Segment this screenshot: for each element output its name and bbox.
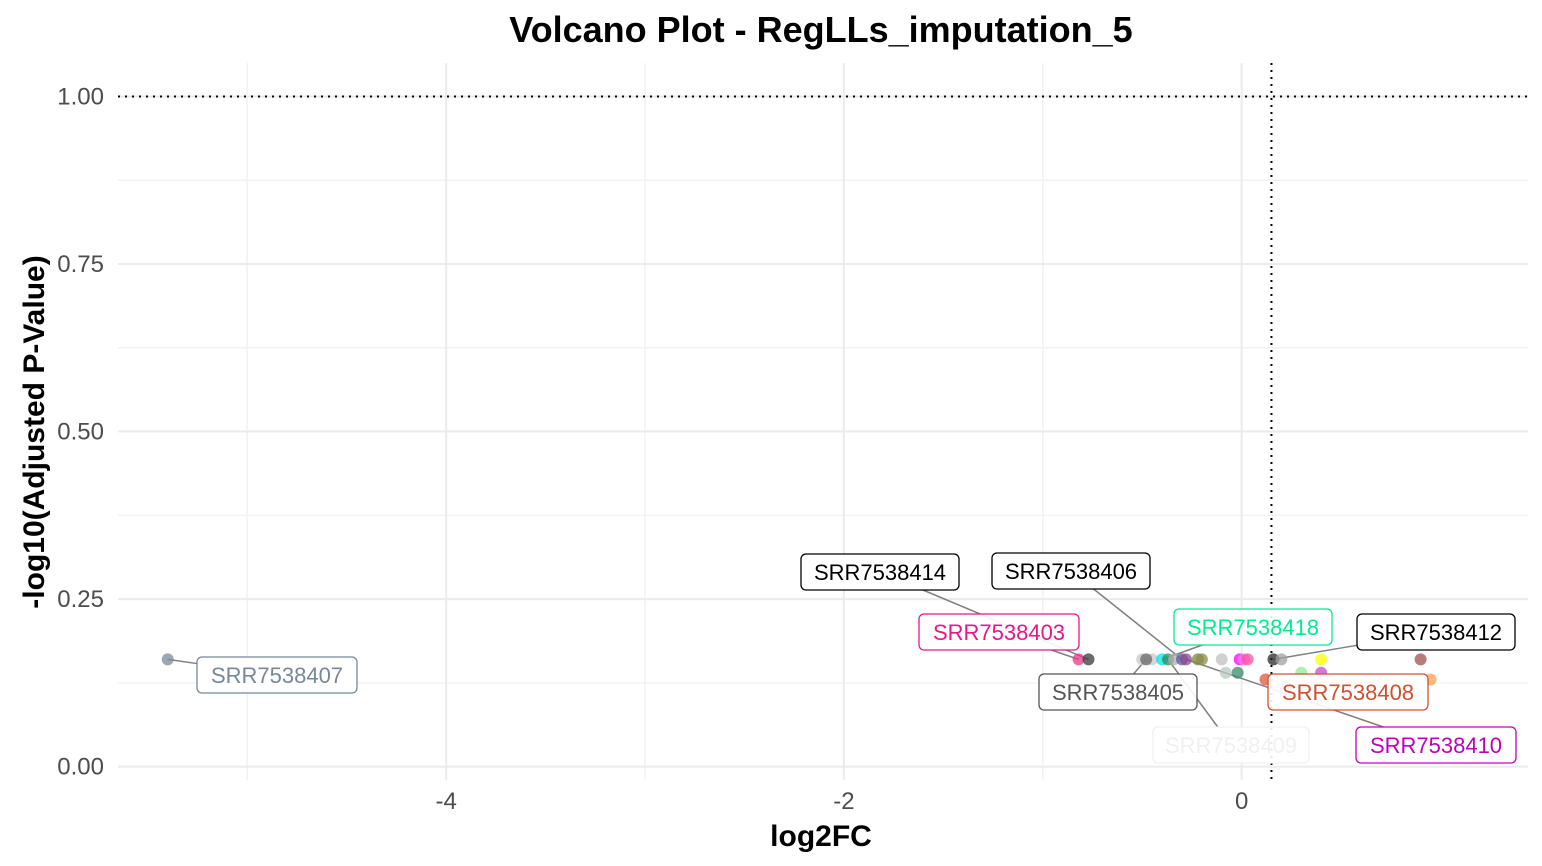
data-point <box>1072 653 1085 666</box>
point-label-text: SRR7538410 <box>1370 733 1502 758</box>
x-tick-label: -4 <box>435 788 456 815</box>
data-point <box>1241 653 1254 666</box>
point-label: SRR7538408 <box>1267 673 1429 711</box>
data-point <box>1219 666 1232 679</box>
point-label: SRR7538418 <box>1173 608 1333 646</box>
y-tick-label: 1.00 <box>57 84 104 111</box>
point-label-text: SRR7538414 <box>814 560 946 585</box>
label-connector <box>1093 588 1183 660</box>
point-label-text: SRR7538407 <box>211 663 343 688</box>
point-label-box <box>1038 673 1198 711</box>
point-label: SRR7538409 <box>1152 726 1310 764</box>
point-label-box <box>800 553 960 591</box>
y-axis-title: -log10(Adjusted P-Value) <box>18 255 51 608</box>
point-label-box <box>196 656 358 694</box>
points <box>161 653 1437 686</box>
label-connector <box>1273 644 1358 661</box>
y-tick-label: 0.50 <box>57 419 104 446</box>
point-label: SRR7538406 <box>991 552 1151 590</box>
data-point <box>1231 666 1244 679</box>
point-label-text: SRR7538408 <box>1282 680 1414 705</box>
y-tick-labels: 0.00 0.25 0.50 0.75 1.00 <box>57 84 104 781</box>
data-point <box>1195 653 1208 666</box>
point-label-box <box>1355 726 1517 764</box>
point-labels: SRR7538407 SRR7538414 SRR7538406 SRR7538403… <box>196 552 1517 764</box>
x-axis-title: log2FC <box>770 820 872 853</box>
y-tick-label: 0.75 <box>57 251 104 278</box>
point-label: SRR7538405 <box>1038 673 1198 711</box>
point-label-text: SRR7538403 <box>933 620 1065 645</box>
point-label: SRR7538412 <box>1356 613 1516 651</box>
data-point <box>1315 653 1328 666</box>
data-point <box>1414 653 1427 666</box>
point-label-box <box>1173 608 1333 646</box>
data-point <box>1140 653 1153 666</box>
point-label-text: SRR7538418 <box>1187 615 1319 640</box>
point-label-text: SRR7538412 <box>1370 620 1502 645</box>
point-label-text: SRR7538409 <box>1165 733 1297 758</box>
point-label-box <box>1152 726 1310 764</box>
data-point <box>1179 653 1192 666</box>
point-label-box <box>1356 613 1516 651</box>
point-label-text: SRR7538405 <box>1052 680 1184 705</box>
data-point <box>161 653 174 666</box>
point-label: SRR7538414 <box>800 553 960 591</box>
x-tick-labels: -4 -2 0 <box>435 788 1248 815</box>
data-point <box>1275 653 1288 666</box>
point-label-box <box>918 613 1080 651</box>
data-point <box>1082 653 1095 666</box>
chart-title: Volcano Plot - RegLLs_imputation_5 <box>509 9 1132 50</box>
y-tick-label: 0.25 <box>57 586 104 613</box>
point-label: SRR7538403 <box>918 613 1080 651</box>
point-label-box <box>1267 673 1429 711</box>
grid <box>118 63 1528 780</box>
data-point <box>1215 653 1228 666</box>
x-tick-label: -2 <box>833 788 854 815</box>
x-tick-label: 0 <box>1235 788 1248 815</box>
y-tick-label: 0.00 <box>57 754 104 781</box>
point-label-box <box>991 552 1151 590</box>
reference-lines <box>118 63 1528 780</box>
point-label-text: SRR7538406 <box>1005 559 1137 584</box>
point-label: SRR7538410 <box>1355 726 1517 764</box>
point-label: SRR7538407 <box>196 656 358 694</box>
